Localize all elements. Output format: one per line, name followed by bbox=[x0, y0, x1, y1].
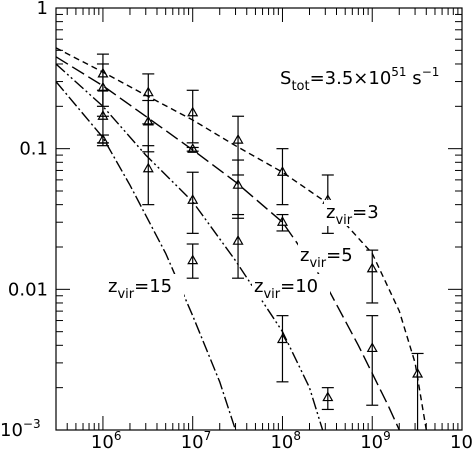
curve-label-background bbox=[324, 200, 390, 226]
triangle-marker bbox=[276, 333, 288, 344]
y-tick-label-exponent: −3 bbox=[23, 417, 41, 431]
curve-label-background bbox=[106, 274, 184, 300]
curve-label-value: =5 bbox=[326, 245, 353, 266]
model-curves bbox=[56, 47, 427, 430]
data-point-z15 bbox=[186, 243, 199, 279]
x-tick-label-base: 10 bbox=[181, 432, 204, 449]
x-tick-label: 108 bbox=[270, 429, 301, 449]
source-rate-symbol: S bbox=[280, 68, 291, 89]
curve-label-symbol: z bbox=[254, 276, 263, 297]
data-point-z3 bbox=[411, 352, 424, 430]
curve-label-z3: zvir=3 bbox=[326, 202, 379, 228]
curve-label-value: =10 bbox=[280, 276, 318, 297]
source-rate-exponent: 51 bbox=[391, 65, 406, 79]
x-tick-label-base: 10 bbox=[91, 432, 114, 449]
triangle-marker bbox=[142, 86, 154, 97]
data-point-z10 bbox=[186, 171, 199, 234]
data-point-z10 bbox=[321, 387, 334, 411]
x-tick-label-exponent: 9 bbox=[383, 429, 391, 443]
data-point-z5 bbox=[186, 143, 199, 153]
curve-label-background bbox=[252, 274, 330, 300]
x-tick-label-exponent: 8 bbox=[293, 429, 301, 443]
x-tick-label-exponent: 7 bbox=[204, 429, 212, 443]
model-curve-z10 bbox=[56, 63, 324, 430]
data-point-z10 bbox=[232, 213, 245, 279]
triangle-marker bbox=[276, 166, 288, 176]
curve-label-z10: zvir=10 bbox=[254, 276, 318, 302]
triangle-marker bbox=[232, 234, 244, 245]
triangle-marker bbox=[412, 367, 424, 378]
triangle-marker bbox=[187, 254, 199, 265]
plot-border bbox=[55, 7, 463, 431]
curve-label-subscript: vir bbox=[263, 287, 280, 302]
triangle-marker bbox=[97, 110, 109, 120]
triangle-marker bbox=[187, 106, 199, 117]
y-tick-label: 0.01 bbox=[8, 279, 48, 300]
triangle-marker bbox=[97, 133, 109, 144]
plot-frame bbox=[55, 7, 463, 431]
data-point-z5 bbox=[276, 213, 289, 232]
data-point-z15 bbox=[96, 133, 109, 147]
triangle-marker bbox=[232, 178, 244, 189]
source-rate-value: =3.5×10 bbox=[310, 68, 392, 89]
source-rate-label: Stot=3.5×1051 s−1 bbox=[280, 65, 439, 94]
y-tick-label: 1 bbox=[37, 0, 48, 19]
y-tick-label: 10−3 bbox=[0, 417, 41, 441]
triangle-marker bbox=[366, 342, 378, 353]
model-curve-z5 bbox=[56, 56, 400, 430]
data-point-z5 bbox=[142, 99, 155, 153]
curve-label-z5: zvir=5 bbox=[300, 245, 353, 271]
x-tick-label: 109 bbox=[360, 429, 391, 449]
triangle-marker bbox=[187, 194, 199, 204]
x-tick-label-base: 10 bbox=[270, 432, 293, 449]
data-point-z3 bbox=[366, 249, 379, 304]
curve-label-symbol: z bbox=[300, 245, 309, 266]
curve-label-value: =15 bbox=[134, 276, 172, 297]
x-tick-label-base: 10 bbox=[450, 432, 473, 449]
curve-label-value: =3 bbox=[352, 202, 379, 223]
source-rate-unit: s bbox=[407, 68, 422, 89]
triangle-marker bbox=[232, 133, 244, 144]
model-curve-z15 bbox=[56, 81, 237, 430]
tick-marks bbox=[55, 7, 463, 431]
data-point-z3 bbox=[186, 89, 199, 144]
curve-label-symbol: z bbox=[108, 276, 117, 297]
y-tick-label-base: 10 bbox=[0, 420, 23, 441]
data-point-z10 bbox=[142, 145, 155, 206]
triangle-marker bbox=[142, 115, 154, 126]
curve-label-subscript: vir bbox=[335, 213, 352, 228]
data-point-z3 bbox=[276, 148, 289, 206]
curve-label-symbol: z bbox=[326, 202, 335, 223]
curve-label-background bbox=[298, 243, 364, 269]
triangle-marker bbox=[276, 215, 288, 226]
triangle-marker bbox=[187, 143, 199, 153]
x-tick-label-exponent: 10 bbox=[473, 429, 474, 443]
triangle-marker bbox=[322, 391, 334, 402]
curve-label-z15: zvir=15 bbox=[108, 276, 172, 302]
source-rate-unit-exponent: −1 bbox=[422, 65, 440, 79]
x-tick-label-exponent: 6 bbox=[114, 429, 122, 443]
y-tick-label: 0.1 bbox=[19, 139, 48, 160]
data-point-z10 bbox=[276, 315, 289, 383]
data-points bbox=[96, 53, 424, 430]
triangle-marker bbox=[142, 162, 154, 173]
x-tick-label: 107 bbox=[181, 429, 212, 449]
curve-label-subscript: vir bbox=[309, 256, 326, 271]
data-point-z5 bbox=[232, 159, 245, 219]
triangle-marker bbox=[366, 262, 378, 273]
curve-label-subscript: vir bbox=[117, 287, 134, 302]
source-rate-annotation: Stot=3.5×1051 s−1 bbox=[280, 65, 439, 94]
data-point-z5 bbox=[366, 315, 379, 406]
x-tick-label-base: 10 bbox=[360, 432, 383, 449]
source-rate-subscript: tot bbox=[291, 79, 309, 94]
x-tick-label: 106 bbox=[91, 429, 122, 449]
model-curve-z3 bbox=[56, 47, 427, 430]
